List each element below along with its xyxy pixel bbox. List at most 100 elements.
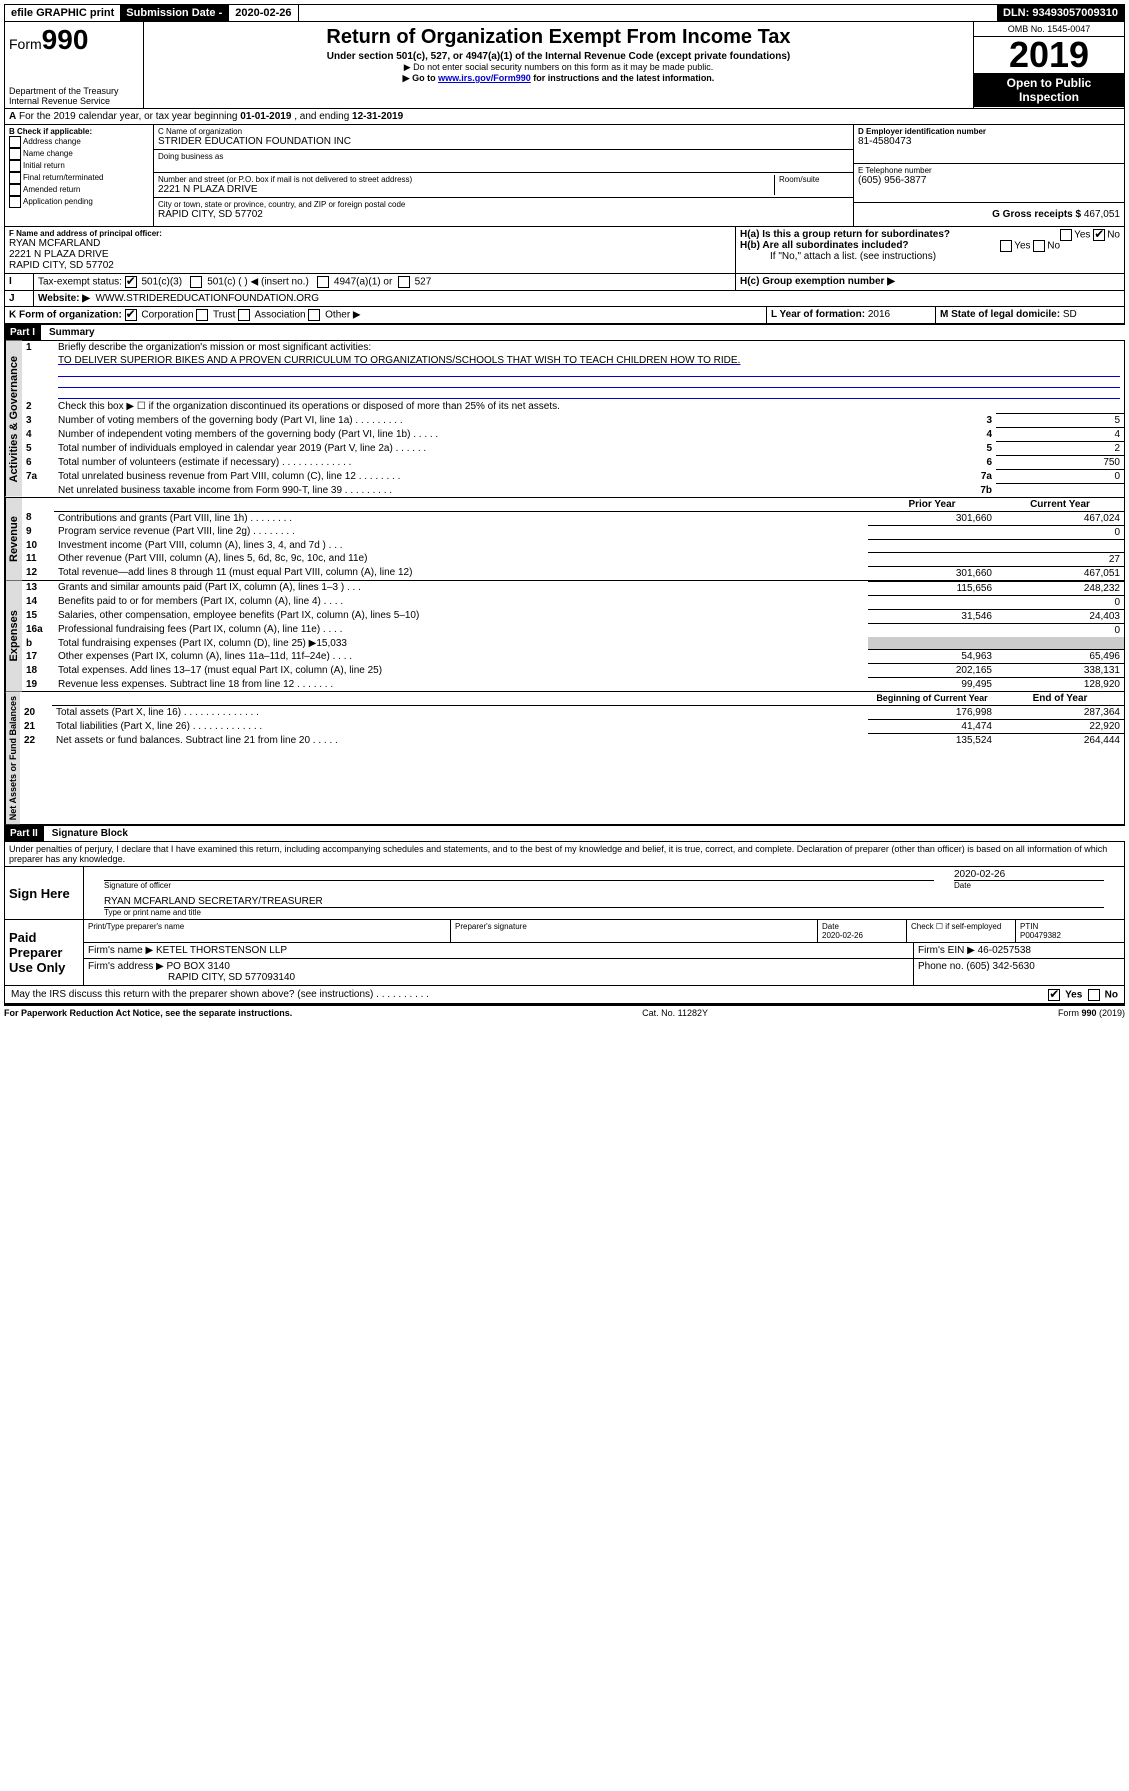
type-name-label: Type or print name and title — [104, 908, 1104, 917]
line-box: 4 — [964, 428, 996, 442]
check-name-change[interactable] — [9, 148, 21, 160]
line-text: Net assets or fund balances. Subtract li… — [52, 734, 868, 748]
firm-ein: 46-0257538 — [978, 945, 1031, 956]
ha-yes[interactable] — [1060, 229, 1072, 241]
line-value — [996, 484, 1124, 497]
hb-no[interactable] — [1033, 240, 1045, 252]
hb-yes[interactable] — [1000, 240, 1012, 252]
line-text: Contributions and grants (Part VIII, lin… — [54, 511, 868, 525]
line-num: 10 — [22, 539, 54, 552]
label-domicile: M State of legal domicile: — [940, 309, 1060, 320]
check-address-change[interactable] — [9, 136, 21, 148]
hdr-end-year: End of Year — [996, 692, 1124, 706]
firm-name: KETEL THORSTENSON LLP — [156, 945, 287, 956]
line-value: 2 — [996, 442, 1124, 456]
irs-link[interactable]: www.irs.gov/Form990 — [438, 73, 531, 83]
line-num: 4 — [22, 428, 54, 442]
prior-value: 99,495 — [868, 678, 996, 692]
check-other[interactable] — [308, 309, 320, 321]
line-text: Salaries, other compensation, employee b… — [54, 609, 868, 623]
firm-addr1: PO BOX 3140 — [167, 961, 230, 972]
footer-cat: Cat. No. 11282Y — [642, 1008, 708, 1018]
discuss-no[interactable] — [1088, 989, 1100, 1001]
check-trust[interactable] — [196, 309, 208, 321]
section-a: A For the 2019 calendar year, or tax yea… — [5, 109, 1124, 124]
line-num: 13 — [22, 581, 54, 595]
form-number: 990 — [42, 24, 89, 55]
line-text: Program service revenue (Part VIII, line… — [54, 525, 868, 539]
sig-date: 2020-02-26 — [954, 869, 1104, 881]
line-num: 9 — [22, 525, 54, 539]
line-value: 0 — [996, 470, 1124, 484]
check-501c3[interactable] — [125, 276, 137, 288]
line-box: 7b — [964, 484, 996, 497]
submission-label: Submission Date - — [126, 7, 222, 19]
line-num: 6 — [22, 456, 54, 470]
check-self-employed[interactable]: Check ☐ if self-employed — [907, 920, 1016, 942]
line-text: Total unrelated business revenue from Pa… — [54, 470, 964, 484]
check-4947[interactable] — [317, 276, 329, 288]
label-ein: D Employer identification number — [858, 127, 1120, 136]
line-text: Other revenue (Part VIII, column (A), li… — [54, 552, 868, 566]
org-street: 2221 N PLAZA DRIVE — [158, 184, 774, 195]
check-assoc[interactable] — [238, 309, 250, 321]
tax-year: 2019 — [974, 37, 1124, 73]
prior-value — [868, 552, 996, 566]
h-a-label: H(a) Is this a group return for subordin… — [740, 229, 950, 240]
line-text: Total liabilities (Part X, line 26) . . … — [52, 720, 868, 734]
irs-label: Internal Revenue Service — [9, 96, 139, 106]
check-527[interactable] — [398, 276, 410, 288]
discuss-question: May the IRS discuss this return with the… — [11, 989, 429, 1000]
current-value: 22,920 — [996, 720, 1124, 734]
check-final-return[interactable] — [9, 172, 21, 184]
paid-preparer-label: Paid Preparer Use Only — [5, 920, 84, 985]
label-room: Room/suite — [779, 175, 849, 184]
prior-value: 31,546 — [868, 609, 996, 623]
form-word: Form — [9, 36, 42, 52]
ha-no[interactable] — [1093, 229, 1105, 241]
line-num: 5 — [22, 442, 54, 456]
efile-label[interactable]: efile GRAPHIC print — [5, 5, 120, 21]
prior-value: 54,963 — [868, 650, 996, 664]
firm-addr2: RAPID CITY, SD 577093140 — [88, 972, 295, 983]
check-initial-return[interactable] — [9, 160, 21, 172]
phone-value: (605) 956-3877 — [858, 175, 1120, 186]
line-text: Number of voting members of the governin… — [54, 414, 964, 428]
tab-activities: Activities & Governance — [5, 341, 22, 497]
line-num: 17 — [22, 650, 54, 664]
gross-receipts: 467,051 — [1084, 209, 1120, 220]
state-domicile: SD — [1063, 309, 1077, 320]
form-subtitle: Under section 501(c), 527, or 4947(a)(1)… — [148, 51, 969, 62]
line-num: 18 — [22, 664, 54, 678]
check-app-pending[interactable] — [9, 196, 21, 208]
check-501c[interactable] — [190, 276, 202, 288]
line-num: 16a — [22, 623, 54, 637]
check-corp[interactable] — [125, 309, 137, 321]
dept-treasury: Department of the Treasury — [9, 86, 139, 96]
line-text: Net unrelated business taxable income fr… — [54, 484, 964, 497]
line-box: 6 — [964, 456, 996, 470]
h-b-label: H(b) Are all subordinates included? — [740, 240, 909, 251]
check-amended[interactable] — [9, 184, 21, 196]
line-num: 3 — [22, 414, 54, 428]
current-value: 128,920 — [996, 678, 1124, 692]
line-num: 19 — [22, 678, 54, 692]
sign-here-label: Sign Here — [5, 867, 84, 919]
line-num: 11 — [22, 552, 54, 566]
discuss-yes[interactable] — [1048, 989, 1060, 1001]
open-public: Open to Public Inspection — [974, 73, 1124, 107]
note-goto-post: for instructions and the latest informat… — [531, 73, 715, 83]
line-text: Number of independent voting members of … — [54, 428, 964, 442]
current-value: 24,403 — [996, 609, 1124, 623]
dln: DLN: 93493057009310 — [997, 5, 1124, 21]
current-value: 0 — [996, 595, 1124, 609]
prior-value: 176,998 — [868, 706, 996, 720]
line-num: 14 — [22, 595, 54, 609]
note-ssn: ▶ Do not enter social security numbers o… — [148, 62, 969, 73]
line-text: Total assets (Part X, line 16) . . . . .… — [52, 706, 868, 720]
label-street: Number and street (or P.O. box if mail i… — [158, 175, 774, 184]
line1-label: Briefly describe the organization's miss… — [54, 341, 1124, 354]
h-c-label: H(c) Group exemption number ▶ — [740, 276, 895, 287]
line2-text: Check this box ▶ ☐ if the organization d… — [54, 400, 1124, 414]
part1-name: Summary — [41, 327, 95, 338]
